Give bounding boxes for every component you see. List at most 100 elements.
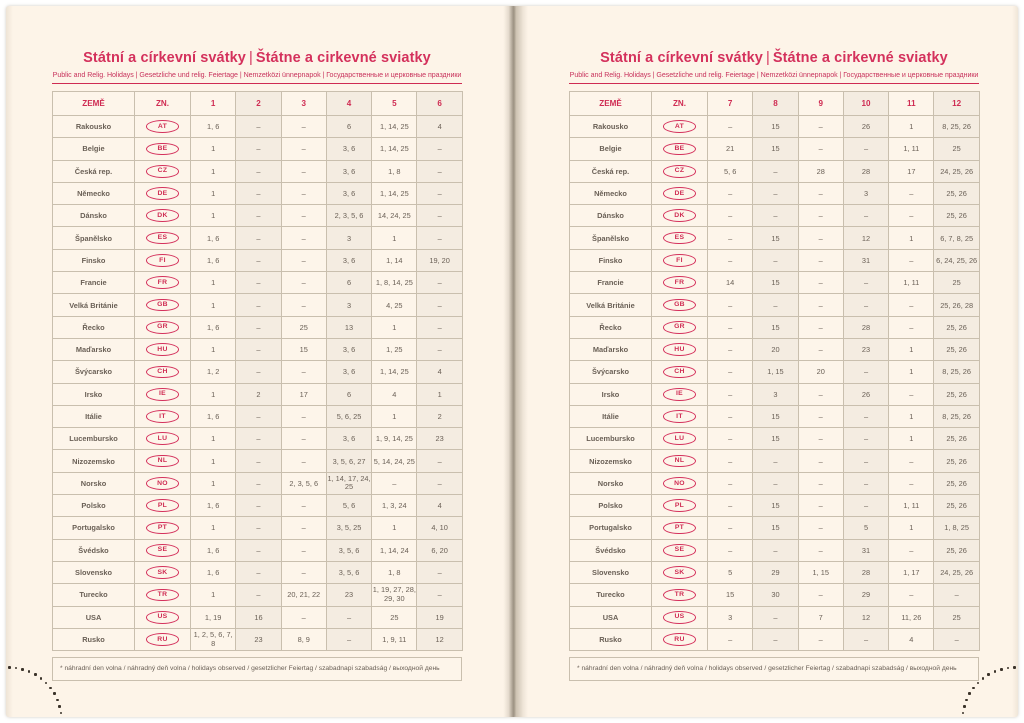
table-row: Belgie BE 1– –3, 6 1, 14, 25– [52,137,463,161]
holiday-dates-cell: 5, 6 [325,494,373,518]
holiday-dates-cell: – [797,538,844,562]
holiday-dates-cell: 1, 19 [189,605,237,629]
country-code-cell: IT [134,404,191,429]
holiday-dates-cell: 6, 7, 8, 25 [933,226,980,250]
holiday-dates-cell: 15 [752,516,799,540]
country-code-cell: NO [651,471,708,496]
holiday-dates-cell: – [280,538,327,562]
country-name-cell: Švédsko [52,538,135,562]
header-month-5: 5 [371,91,418,116]
holiday-dates-cell: – [752,471,799,496]
table-row: Irsko IE 1 2 17 6 4 1 [52,382,463,406]
holiday-dates-cell: 25, 26 [933,382,980,406]
holiday-dates-cell: – [933,583,980,607]
table-row: Velká Británie GB 1– –3 4, 25– [52,293,463,317]
holiday-dates-cell: 25, 26 [933,181,980,206]
holiday-dates-cell: 1, 6 [189,248,237,273]
holiday-dates-cell: 25, 26 [933,337,980,362]
table-row: USA US 3–7 12 11, 26 25 [569,605,980,629]
holiday-dates-cell: – [416,181,463,206]
holiday-dates-cell: 15 [752,494,799,518]
holiday-dates-cell: 1, 15 [797,560,844,585]
holiday-dates-cell: 2, 3, 5, 6 [325,204,373,228]
holiday-dates-cell: – [235,114,282,139]
holiday-dates-cell: – [842,293,890,317]
table-body-right: Rakousko AT –15–26 1 8, 25, 26 Belgie BE 21 15– –… [569,114,980,652]
holiday-dates-cell: – [416,449,463,473]
holiday-dates-cell: – [888,583,935,607]
holiday-dates-cell: – [888,449,935,473]
table-row: Rusko RU 1, 2, 5, 6, 7, 8 23 8, 9–1, 9, 11 12 [52,627,463,652]
holiday-dates-cell: – [371,471,418,496]
table-row: Itálie IT 1, 6– –5, 6, 25 1 2 [52,404,463,429]
holiday-dates-cell: – [235,538,282,562]
table-row: Slovensko SK 5 29 1, 15 28 1, 17 24, 25, 26 [569,560,980,585]
holiday-dates-cell: 1, 3, 24 [371,494,418,518]
holiday-dates-cell: 20 [752,337,799,362]
holiday-dates-cell: 3, 5, 6, 27 [325,449,373,473]
page-subtitle-right: Public and Relig. Holidays | Gesetzliche… [569,71,979,84]
country-code-oval-badge: NO [663,477,696,490]
table-row: Norsko NO 1–2, 3, 5, 6 1, 14, 17, 24, 25– – [52,471,463,496]
holiday-dates-cell: – [706,114,754,139]
holiday-dates-cell: 24, 25, 26 [933,560,980,585]
country-code-oval-badge: DE [663,187,696,200]
holiday-dates-cell: 1 [371,516,418,540]
page-title-right: Státní a církevní svátky | Štátne a cirkev… [569,50,979,66]
holiday-dates-cell: 4 [416,114,463,139]
holiday-dates-cell: – [280,226,327,250]
holiday-dates-cell: 1, 14, 25 [371,137,418,161]
holiday-dates-cell: 3, 5, 6 [325,538,373,562]
holiday-dates-cell: – [706,315,754,339]
holiday-dates-cell: 1, 11 [888,137,935,161]
holiday-dates-cell: – [797,449,844,473]
country-name-cell: Rusko [569,627,652,652]
holiday-dates-cell: – [888,471,935,496]
holiday-dates-cell: 19, 20 [416,248,463,273]
holiday-dates-cell: 3, 6 [325,181,373,206]
page-subtitle-left: Public and Relig. Holidays | Gesetzliche… [52,71,462,84]
country-code-oval-badge: FI [146,254,179,267]
holiday-dates-cell: – [280,204,327,228]
holiday-dates-cell: – [706,248,754,273]
holiday-dates-cell: – [235,181,282,206]
holiday-dates-cell: 3 [325,226,373,250]
country-code-cell: SK [134,560,191,585]
country-code-oval-badge: SK [146,566,179,579]
country-code-oval-badge: TR [663,588,696,602]
country-code-cell: FI [134,248,191,273]
header-row-right: ZEMĚ ZN. 7 8 9 10 11 12 [569,91,980,116]
country-code-cell: NL [651,449,708,473]
holiday-dates-cell: 1, 6 [189,404,237,429]
country-code-oval-badge: LU [663,432,696,446]
table-row: Belgie BE 21 15– –1, 11 25 [569,137,980,161]
country-code-oval-badge: IE [663,387,696,401]
right-page: Státní a církevní svátky | Štátne a cirkev… [515,6,1018,717]
holiday-dates-cell: 1 [371,315,418,339]
holiday-dates-cell: – [235,293,282,317]
table-row: Irsko IE –3–26–25, 26 [569,382,980,406]
country-name-cell: Turecko [569,583,652,607]
holiday-dates-cell: 3, 6 [325,337,373,362]
country-name-cell: Itálie [52,404,135,429]
country-name-cell: Belgie [52,137,135,161]
holiday-dates-cell: 1 [888,360,935,384]
holiday-dates-cell: 8, 25, 26 [933,404,980,429]
country-code-cell: GR [134,315,191,339]
holiday-dates-cell: 6, 20 [416,538,463,562]
country-code-cell: SK [651,560,708,585]
holiday-dates-cell: 17 [280,382,327,406]
holiday-dates-cell: – [797,181,844,206]
table-row: Nizozemsko NL – – – – –25, 26 [569,449,980,473]
country-code-oval-badge: RU [146,633,179,646]
holiday-dates-cell: 23 [235,627,282,652]
page-title-left: Státní a církevní svátky | Štátne a cirkev… [52,50,462,66]
table-header-right: ZEMĚ ZN. 7 8 9 10 11 12 [569,91,980,116]
holiday-dates-cell: – [235,404,282,429]
country-code-cell: AT [651,114,708,139]
country-code-oval-badge: IT [146,410,179,423]
holiday-dates-cell: – [235,560,282,585]
header-code-left: ZN. [134,91,191,116]
table-header-left: ZEMĚ ZN. 1 2 3 4 5 6 [52,91,463,116]
